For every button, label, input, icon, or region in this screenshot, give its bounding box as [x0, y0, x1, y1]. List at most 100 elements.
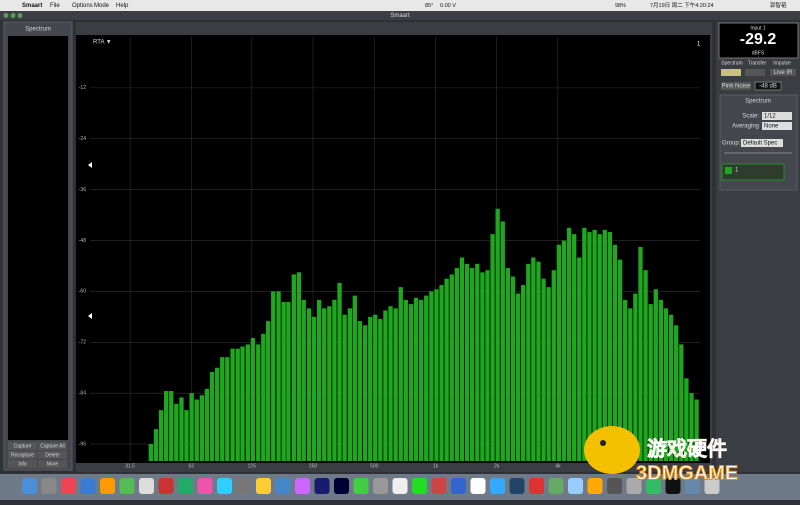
dock-icon[interactable]	[392, 478, 408, 494]
dock-icon[interactable]	[685, 478, 700, 494]
button[interactable]	[8, 442, 37, 450]
dock-icon[interactable]	[665, 478, 681, 494]
button[interactable]	[745, 69, 765, 76]
trace[interactable]: 1	[735, 168, 739, 174]
tab[interactable]: Spectrum	[721, 60, 742, 66]
dock-icon[interactable]	[80, 478, 96, 494]
dock-icon[interactable]	[587, 478, 603, 494]
plot-mode[interactable]: RTA ▼	[93, 40, 112, 46]
bar	[352, 295, 357, 461]
window-button[interactable]	[10, 13, 16, 18]
bar	[597, 234, 602, 461]
dock-icon[interactable]	[509, 478, 525, 494]
dock-icon[interactable]	[626, 478, 642, 494]
menu[interactable]: File	[50, 3, 60, 9]
watermark-text: 3DMGAME	[636, 462, 738, 484]
dock-icon[interactable]	[431, 478, 447, 494]
dock-icon[interactable]	[61, 478, 76, 494]
button-label[interactable]: Info	[18, 461, 27, 467]
dock-icon[interactable]	[548, 478, 564, 494]
window-button[interactable]	[3, 13, 9, 18]
app-name[interactable]: Smaart	[22, 3, 42, 9]
button[interactable]	[38, 451, 67, 459]
dock-icon[interactable]	[568, 478, 583, 494]
dock-icon[interactable]	[41, 478, 57, 494]
button-label[interactable]: Capture	[14, 443, 32, 449]
menu[interactable]: Options	[72, 3, 93, 9]
bar	[490, 234, 495, 461]
panel-title: Spectrum	[25, 27, 51, 33]
tab[interactable]: Transfer	[748, 60, 767, 66]
button-label[interactable]: Recapture	[11, 452, 34, 458]
tab[interactable]: Impulse	[773, 60, 791, 66]
dock-icon[interactable]	[334, 478, 349, 494]
bar	[480, 272, 485, 461]
dock-icon[interactable]	[100, 478, 115, 494]
dock-icon[interactable]	[236, 478, 252, 494]
dock-icon[interactable]	[217, 478, 232, 494]
button[interactable]	[38, 460, 67, 468]
dock-icon[interactable]	[295, 478, 310, 494]
button-label[interactable]: Delete	[45, 452, 60, 458]
averaging[interactable]: None	[764, 124, 779, 130]
bar	[679, 344, 684, 461]
dock-icon[interactable]	[451, 478, 466, 494]
dock-icon[interactable]	[373, 478, 388, 494]
menu[interactable]: Mode	[94, 3, 110, 9]
dock-icon[interactable]	[490, 478, 505, 494]
bar	[357, 321, 363, 461]
dock-icon[interactable]	[22, 478, 37, 494]
bar	[291, 274, 296, 461]
dock-icon[interactable]	[275, 478, 291, 494]
bar	[215, 367, 220, 461]
watermark-mascot	[600, 440, 606, 446]
bar	[148, 444, 153, 461]
window-button[interactable]	[17, 13, 23, 18]
bar	[648, 304, 653, 461]
dock-icon[interactable]	[607, 478, 622, 494]
button-label[interactable]: Capture All	[40, 443, 64, 449]
dropdown[interactable]	[741, 139, 783, 147]
live-ir[interactable]: Live IR	[774, 70, 793, 76]
bar	[398, 287, 403, 461]
button[interactable]	[721, 69, 741, 76]
dock-icon[interactable]	[119, 478, 135, 494]
button[interactable]	[8, 460, 37, 468]
dock-icon[interactable]	[197, 478, 213, 494]
dock-icon[interactable]	[646, 478, 661, 494]
bar	[444, 278, 449, 461]
generator[interactable]: Pink Noise	[722, 84, 751, 90]
bar	[510, 276, 516, 461]
meter	[718, 22, 799, 59]
bar	[628, 308, 633, 461]
bar	[235, 348, 240, 461]
dropdown[interactable]	[762, 112, 792, 120]
dock-icon[interactable]	[158, 478, 174, 494]
trace-item[interactable]	[721, 163, 785, 181]
dock-icon[interactable]	[412, 478, 427, 494]
field[interactable]	[754, 81, 782, 91]
dock-icon[interactable]	[470, 478, 486, 494]
bar	[572, 234, 577, 461]
meter-unit: dBFS	[752, 50, 765, 56]
dock-icon[interactable]	[704, 478, 720, 494]
button[interactable]	[770, 69, 796, 76]
dock-icon[interactable]	[256, 478, 271, 494]
button-label[interactable]: More	[47, 461, 59, 467]
menu[interactable]: Help	[116, 3, 129, 9]
dock-icon[interactable]	[314, 478, 330, 494]
scale[interactable]: 1/12	[764, 114, 776, 120]
generator-level[interactable]: -48 dB	[759, 84, 777, 90]
dock-icon[interactable]	[529, 478, 544, 494]
bar	[566, 227, 572, 461]
button[interactable]	[38, 442, 67, 450]
dock-icon[interactable]	[178, 478, 193, 494]
dock-icon[interactable]	[139, 478, 154, 494]
button[interactable]	[8, 451, 37, 459]
group[interactable]: Default Spec	[743, 141, 777, 147]
bar	[225, 357, 230, 461]
dropdown[interactable]	[762, 122, 792, 130]
status-item: 98%	[615, 3, 626, 9]
button[interactable]	[721, 82, 751, 90]
dock-icon[interactable]	[353, 478, 369, 494]
